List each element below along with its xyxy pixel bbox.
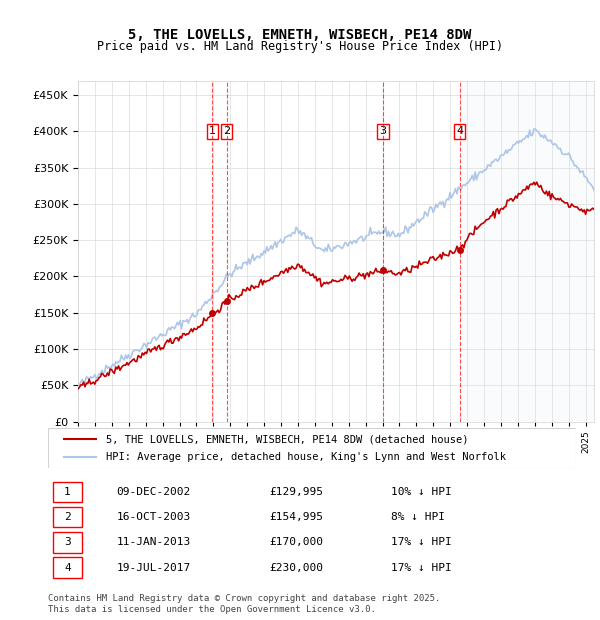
- Text: 19-JUL-2017: 19-JUL-2017: [116, 562, 191, 572]
- Text: £170,000: £170,000: [270, 538, 324, 547]
- Text: 17% ↓ HPI: 17% ↓ HPI: [391, 562, 452, 572]
- Text: £230,000: £230,000: [270, 562, 324, 572]
- Text: 3: 3: [380, 126, 386, 136]
- Text: Price paid vs. HM Land Registry's House Price Index (HPI): Price paid vs. HM Land Registry's House …: [97, 40, 503, 53]
- Text: 16-OCT-2003: 16-OCT-2003: [116, 512, 191, 522]
- FancyBboxPatch shape: [53, 532, 82, 552]
- FancyBboxPatch shape: [48, 428, 576, 468]
- Text: 1: 1: [209, 126, 216, 136]
- Text: 1: 1: [64, 487, 71, 497]
- Text: 2: 2: [64, 512, 71, 522]
- Text: 17% ↓ HPI: 17% ↓ HPI: [391, 538, 452, 547]
- Text: 3: 3: [64, 538, 71, 547]
- FancyBboxPatch shape: [53, 557, 82, 578]
- Text: 10% ↓ HPI: 10% ↓ HPI: [391, 487, 452, 497]
- Text: 8% ↓ HPI: 8% ↓ HPI: [391, 512, 445, 522]
- Text: £154,995: £154,995: [270, 512, 324, 522]
- Text: 2: 2: [223, 126, 230, 136]
- Text: Contains HM Land Registry data © Crown copyright and database right 2025.
This d: Contains HM Land Registry data © Crown c…: [48, 595, 440, 614]
- FancyBboxPatch shape: [53, 507, 82, 528]
- Text: 4: 4: [456, 126, 463, 136]
- Text: £129,995: £129,995: [270, 487, 324, 497]
- Text: HPI: Average price, detached house, King's Lynn and West Norfolk: HPI: Average price, detached house, King…: [106, 452, 506, 462]
- Text: 11-JAN-2013: 11-JAN-2013: [116, 538, 191, 547]
- Bar: [460, 81, 594, 422]
- Text: 4: 4: [64, 562, 71, 572]
- FancyBboxPatch shape: [53, 482, 82, 502]
- Text: 5, THE LOVELLS, EMNETH, WISBECH, PE14 8DW (detached house): 5, THE LOVELLS, EMNETH, WISBECH, PE14 8D…: [106, 434, 469, 444]
- Text: 09-DEC-2002: 09-DEC-2002: [116, 487, 191, 497]
- Text: 5, THE LOVELLS, EMNETH, WISBECH, PE14 8DW: 5, THE LOVELLS, EMNETH, WISBECH, PE14 8D…: [128, 28, 472, 42]
